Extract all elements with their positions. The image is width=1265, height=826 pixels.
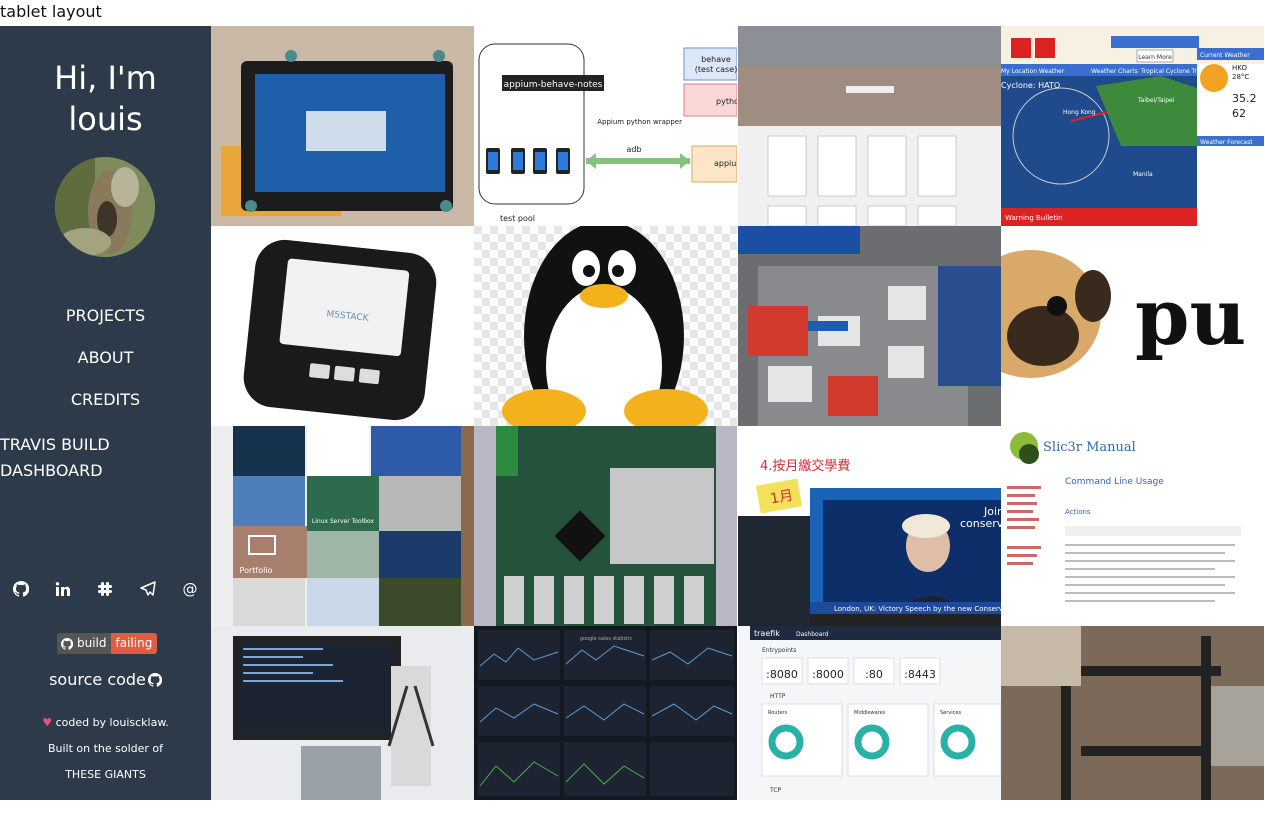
social-links: @ [0, 578, 211, 600]
project-tile-robot-workbench[interactable] [211, 626, 474, 826]
weather-hongkong: Hong Kong [1063, 109, 1096, 116]
traefik-http: HTTP [770, 693, 786, 700]
nav-projects[interactable]: PROJECTS [65, 306, 146, 325]
traefik-title: traefik [754, 629, 780, 638]
project-tile-debian-touchscreen[interactable] [211, 26, 474, 226]
project-tile-grafana-dashboard[interactable]: google sales statistic [474, 626, 737, 826]
traefik-port-3: :80 [865, 668, 883, 681]
badge-status: failing [110, 633, 158, 654]
weather-warning: Warning Bulletin [1005, 214, 1063, 222]
greeting-heading: Hi, I'm louis [0, 58, 211, 140]
slic3r-actions: Actions [1065, 508, 1091, 516]
m5stack-label: M5STACK [326, 310, 370, 324]
greeting-line2: louis [68, 100, 143, 138]
traefik-routers: Routers [768, 710, 788, 716]
weather-taipei: Taibei/Taipei [1137, 97, 1175, 104]
linkedin-icon[interactable] [52, 578, 74, 600]
project-tile-m5stack[interactable]: M5STACK [211, 226, 474, 426]
telegram-icon[interactable] [137, 578, 159, 600]
weather-learn-more: Learn More [1138, 54, 1172, 61]
project-tile-traefik-dashboard[interactable]: traefik Dashboard Entrypoints :8080 :800… [738, 626, 1001, 826]
appium-label: appium-behave-notes [504, 80, 603, 90]
tablet-layout-label: tablet layout [0, 0, 1265, 26]
badge-label: build [77, 636, 107, 650]
nav-travis-build-dashboard[interactable]: TRAVIS BUILD DASHBOARD [0, 435, 110, 480]
weather-menu-location: My Location Weather [1001, 68, 1065, 75]
nav-about[interactable]: ABOUT [77, 348, 134, 367]
project-gallery: appium-behave-notes test pool behave (te… [211, 26, 1265, 800]
pug-text: pu [1135, 272, 1246, 363]
appium-appium-label: appium [714, 159, 737, 168]
greeting-line1: Hi, I'm [54, 59, 157, 97]
appium-wrapper-label: Appium python wrapper [597, 118, 682, 126]
footer-giants-link[interactable]: THESE GIANTS [65, 768, 146, 781]
weather-forecast-label: Weather Forecast [1200, 139, 1253, 146]
project-tile-3d-printer-frame[interactable] [1001, 626, 1264, 826]
weather-humidity: 62 [1232, 107, 1246, 120]
build-status-badge[interactable]: build failing [57, 633, 158, 654]
project-tile-appium-behave-notes[interactable]: appium-behave-notes test pool behave (te… [474, 26, 737, 226]
project-tile-news-broadcast[interactable]: 4.按月繳交學費 1月 Join conserva London, UK: Vi… [738, 426, 1001, 626]
source-code-link[interactable]: source code [0, 670, 211, 689]
weather-menu-track: Tropical Cyclone Track [1140, 68, 1208, 75]
appium-python-label: python [716, 97, 737, 106]
footer-coded-text: coded by louiscklaw. [55, 716, 169, 729]
traefik-port-4: :8443 [904, 668, 936, 681]
svg-text:@: @ [183, 581, 198, 597]
slack-icon[interactable] [94, 578, 116, 600]
traefik-port-2: :8000 [812, 668, 844, 681]
weather-temp-small: 28°C [1232, 73, 1249, 81]
appium-behave-label: behave [701, 55, 731, 64]
weather-menu-charts: Weather Charts [1091, 68, 1138, 75]
project-tile-hk-traffic[interactable] [738, 226, 1001, 426]
project-tile-linux-penguin[interactable] [474, 226, 737, 426]
portfolio-label: Portfolio [240, 566, 273, 575]
source-code-label: source code [49, 670, 146, 689]
weather-current-label: Current Weather [1200, 52, 1250, 59]
project-tile-pcb-board[interactable] [474, 426, 737, 626]
weather-manila: Manila [1133, 171, 1153, 178]
github-icon [61, 637, 73, 650]
news-conserva-text: conserva [960, 517, 1001, 530]
grafana-label: google sales statistic [580, 636, 633, 642]
news-month: 1月 [769, 488, 794, 508]
project-tile-pug[interactable]: pu [1001, 226, 1264, 426]
traefik-dashboard-label: Dashboard [796, 631, 829, 638]
news-join-text: Join [983, 505, 1001, 518]
heart-icon: ♥ [42, 716, 53, 729]
weather-temperature: 35.2 [1232, 92, 1257, 105]
avatar [55, 157, 155, 257]
footer-coded-by: ♥ coded by louiscklaw. [0, 716, 211, 729]
slic3r-heading: Command Line Usage [1065, 477, 1164, 487]
traefik-services: Services [940, 710, 961, 716]
weather-cyclone: Cyclone: HATO [1001, 81, 1060, 90]
project-tile-hko-weather[interactable]: Learn More My Location Weather Weather C… [1001, 26, 1264, 226]
traefik-middlewares: Middlewares [854, 710, 886, 716]
project-tile-slic3r-manual[interactable]: Slic3r Manual Command Line Usage Actions [1001, 426, 1264, 626]
slic3r-title: Slic3r Manual [1043, 440, 1136, 455]
github-icon[interactable] [10, 578, 32, 600]
weather-hko-label: HKO [1232, 64, 1247, 72]
traefik-port-1: :8080 [766, 668, 798, 681]
appium-adb-label: adb [626, 145, 641, 154]
news-ticker: London, UK: Victory Speech by the new Co… [834, 605, 1001, 613]
traefik-entrypoints: Entrypoints [762, 647, 796, 654]
appium-pool-label: test pool [500, 214, 535, 223]
footer-built-on: Built on the solder of [47, 742, 164, 755]
project-tile-statistics-site[interactable] [738, 26, 1001, 226]
sidebar: Hi, I'm louis PROJECTS ABOUT CREDITS TRA… [0, 26, 211, 800]
traefik-tcp: TCP [769, 787, 782, 794]
project-tile-portfolio-collage[interactable]: Linux Server Toolbox Portfolio [211, 426, 474, 626]
email-icon[interactable]: @ [179, 578, 201, 600]
news-title: 4.按月繳交學費 [760, 458, 850, 474]
linux-toolbox-label: Linux Server Toolbox [312, 518, 375, 525]
nav-credits[interactable]: CREDITS [70, 390, 141, 409]
github-icon [147, 672, 162, 687]
appium-testcase-label: (test case) [695, 65, 737, 74]
